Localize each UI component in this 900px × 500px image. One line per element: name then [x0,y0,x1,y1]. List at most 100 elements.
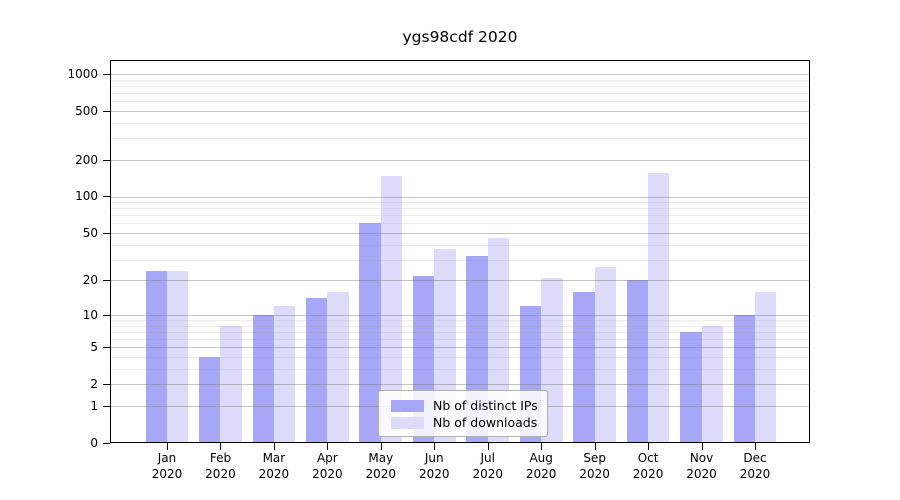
x-tick-label: Sep 2020 [579,451,610,481]
chart-title: ygs98cdf 2020 [402,28,518,46]
legend-label-downloads: Nb of downloads [433,415,538,430]
y-tick-mark [103,196,110,198]
bar-downloads-dec [755,291,777,443]
x-tick-mark [327,443,329,450]
bar-downloads-sep [594,266,617,443]
x-tick-mark [594,443,596,450]
y-tick-mark [103,73,110,75]
legend-swatch-downloads [391,416,424,429]
x-tick-mark [434,443,436,450]
x-tick-label: Jun 2020 [418,451,450,481]
y-tick-mark [103,443,110,444]
legend: Nb of distinct IPs Nb of downloads [378,390,548,437]
x-tick-label: Apr 2020 [312,451,343,481]
x-tick-label: Dec 2020 [739,451,771,481]
y-tick-label: 0 [90,436,98,450]
gridline-minor [111,357,809,358]
y-tick-mark [103,314,110,316]
x-tick-label: Aug 2020 [525,451,557,481]
gridline-major [111,314,809,316]
y-tick-label: 20 [82,273,98,288]
bar-distinct-ips-nov [680,331,702,443]
bar-downloads-mar [273,305,296,443]
y-tick-mark [103,232,110,234]
gridline-major [111,110,809,112]
gridline-minor [111,339,809,341]
y-tick-label: 100 [75,189,98,204]
x-tick-label: Feb 2020 [205,451,236,481]
y-tick-label: 2 [90,377,98,392]
gridline-minor [111,101,809,103]
x-tick-label: Jan 2020 [151,451,183,481]
x-tick-mark [541,443,543,450]
gridline-major [111,280,809,282]
y-tick-mark [103,405,110,407]
x-tick-mark [273,443,275,450]
y-tick-label: 500 [75,103,98,118]
y-tick-label: 1000 [67,66,98,81]
gridline-minor [111,223,809,225]
x-tick-mark [755,443,756,450]
y-tick-label: 5 [90,340,98,355]
x-tick-mark [167,443,168,450]
gridline-major [111,233,809,234]
legend-swatch-distinct-ips [391,399,424,412]
bar-downloads-oct [648,173,670,443]
gridline-major [111,347,809,349]
x-tick-label: May 2020 [365,451,397,481]
legend-item-downloads: Nb of downloads [391,415,538,430]
legend-item-distinct-ips: Nb of distinct IPs [391,398,538,413]
gridline-minor [111,138,809,140]
bar-distinct-ips-mar [252,314,274,443]
x-tick-mark [487,443,489,450]
x-tick-mark [648,443,650,450]
y-tick-mark [103,159,110,161]
y-tick-label: 200 [75,152,98,167]
y-tick-mark [103,347,110,349]
x-tick-mark [380,443,382,450]
gridline-major [111,73,809,75]
gridline-minor [111,368,809,370]
bar-distinct-ips-apr [305,298,328,443]
gridline-major [111,159,809,161]
y-tick-mark [103,280,110,282]
gridline-minor [111,325,809,327]
bar-distinct-ips-may [359,223,381,443]
x-tick-label: Oct 2020 [632,451,664,481]
gridline-minor [111,331,809,333]
bar-downloads-nov [701,325,723,443]
gridline-minor [111,79,809,81]
legend-label-distinct-ips: Nb of distinct IPs [433,398,538,413]
gridline-minor [111,320,809,321]
bar-downloads-apr [327,291,349,443]
y-tick-mark [103,110,110,112]
x-tick-label: Jul 2020 [472,451,503,481]
gridline-minor [111,122,809,124]
x-tick-mark [701,443,703,450]
gridline-minor [111,259,809,261]
gridline-major [111,384,809,386]
y-tick-label: 10 [82,307,98,322]
bar-downloads-may [380,175,403,443]
x-tick-label: Mar 2020 [258,451,290,481]
gridline-minor [111,202,809,203]
gridline-minor [111,93,809,94]
x-tick-mark [220,443,222,450]
gridline-minor [111,244,809,246]
bar-downloads-jan [167,271,189,443]
bar-distinct-ips-dec [733,314,755,443]
bar-distinct-ips-feb [199,357,221,443]
y-tick-mark [103,384,110,386]
y-tick-label: 1 [90,398,98,413]
y-tick-label: 50 [82,225,98,240]
gridline-minor [111,215,809,217]
gridline-minor [111,208,809,210]
bar-distinct-ips-jan [145,271,167,443]
gridline-minor [111,85,809,87]
gridline-major [111,196,809,198]
bar-downloads-feb [220,325,242,443]
bar-distinct-ips-sep [573,291,595,443]
bar-distinct-ips-oct [626,280,649,443]
x-tick-label: Nov 2020 [686,451,717,481]
